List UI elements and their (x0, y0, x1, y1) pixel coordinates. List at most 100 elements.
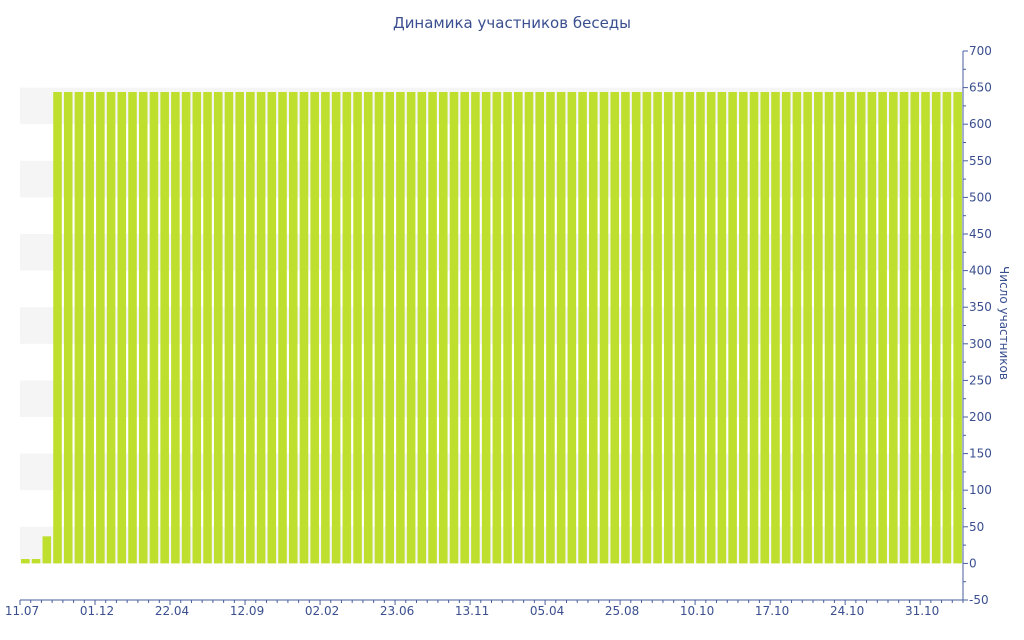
bar (342, 91, 352, 564)
bar (610, 91, 620, 564)
bar (931, 91, 941, 564)
bar (213, 91, 223, 564)
bar (460, 91, 469, 564)
bar (664, 91, 673, 564)
bar (85, 91, 94, 564)
y-tick-label: 250 (969, 373, 992, 387)
bar (171, 91, 180, 564)
bar (706, 91, 716, 564)
y-tick-label: 650 (969, 81, 992, 95)
bar (717, 91, 727, 564)
bar (406, 91, 416, 564)
bar (396, 91, 405, 564)
y-tick-label: 500 (969, 190, 992, 204)
bar (589, 91, 598, 564)
y-tick-label: 450 (969, 227, 992, 241)
x-tick-label: 31.10 (905, 604, 939, 618)
bar (438, 91, 448, 564)
x-tick-label: 25.08 (605, 604, 639, 618)
bar (492, 91, 502, 564)
bar (224, 91, 234, 564)
bar (74, 91, 84, 564)
x-tick-label: 24.10 (830, 604, 864, 618)
y-tick-label: 50 (969, 520, 984, 534)
bar (910, 91, 920, 564)
bar (642, 91, 652, 564)
bar (739, 91, 748, 564)
x-tick-label: 22.04 (155, 604, 189, 618)
y-tick-label: 700 (969, 44, 992, 58)
bar (321, 91, 330, 564)
bar (524, 91, 534, 564)
bar (685, 91, 695, 564)
bar (578, 91, 587, 564)
bar (353, 91, 362, 564)
bar (449, 91, 459, 564)
x-tick-label: 02.02 (305, 604, 339, 618)
bar (631, 91, 641, 564)
bar (567, 91, 577, 564)
chart-title: Динамика участников беседы (393, 14, 631, 32)
bar (331, 91, 341, 564)
bar (471, 91, 480, 564)
bar (267, 91, 277, 564)
y-tick-label: 100 (969, 483, 992, 497)
bar (310, 91, 319, 564)
bar (246, 91, 255, 564)
y-axis-label: Число участников (997, 266, 1011, 380)
bar (514, 91, 523, 564)
x-tick-label: 10.10 (680, 604, 714, 618)
bar (288, 91, 298, 564)
bar (846, 91, 855, 564)
bar (889, 91, 898, 564)
y-tick-label: 200 (969, 410, 992, 424)
bar (781, 91, 791, 564)
bar (481, 91, 491, 564)
bar (942, 91, 952, 564)
bar-series (21, 91, 962, 564)
bar (428, 91, 437, 564)
bar (503, 91, 512, 564)
bar (653, 91, 662, 564)
y-tick-label: 600 (969, 117, 992, 131)
bar (899, 91, 909, 564)
y-tick-label: 350 (969, 300, 992, 314)
bar (278, 91, 287, 564)
bar (53, 91, 62, 564)
bar (256, 91, 266, 564)
x-tick-label: 13.11 (455, 604, 489, 618)
bar (814, 91, 823, 564)
x-tick-label: 11.07 (5, 604, 39, 618)
x-tick-label: 23.06 (380, 604, 414, 618)
bar (42, 536, 52, 564)
bar (803, 91, 812, 564)
bar (385, 91, 394, 564)
y-tick-label: -50 (969, 593, 989, 607)
y-tick-label: 400 (969, 264, 992, 278)
x-tick-label: 12.09 (230, 604, 264, 618)
bar (192, 91, 202, 564)
bar (374, 91, 384, 564)
bar (363, 91, 373, 564)
bar (546, 91, 555, 564)
bar (674, 91, 684, 564)
y-tick-label: 300 (969, 337, 992, 351)
bar (878, 91, 887, 564)
bar (792, 91, 802, 564)
bar (117, 91, 127, 564)
bar (921, 91, 930, 564)
bar (149, 91, 159, 564)
bar (867, 91, 877, 564)
bar (160, 91, 169, 564)
bar (138, 91, 148, 564)
bar (760, 91, 770, 564)
y-axis-ticks: -50 0 50 100 150 200 250 300 350 400 450 500 550 600 6… (963, 44, 992, 607)
bar (771, 91, 780, 564)
x-tick-label: 17.10 (755, 604, 789, 618)
bar (181, 91, 191, 564)
bar (96, 91, 105, 564)
bar (417, 91, 427, 564)
bar (856, 91, 866, 564)
bar (953, 91, 962, 564)
